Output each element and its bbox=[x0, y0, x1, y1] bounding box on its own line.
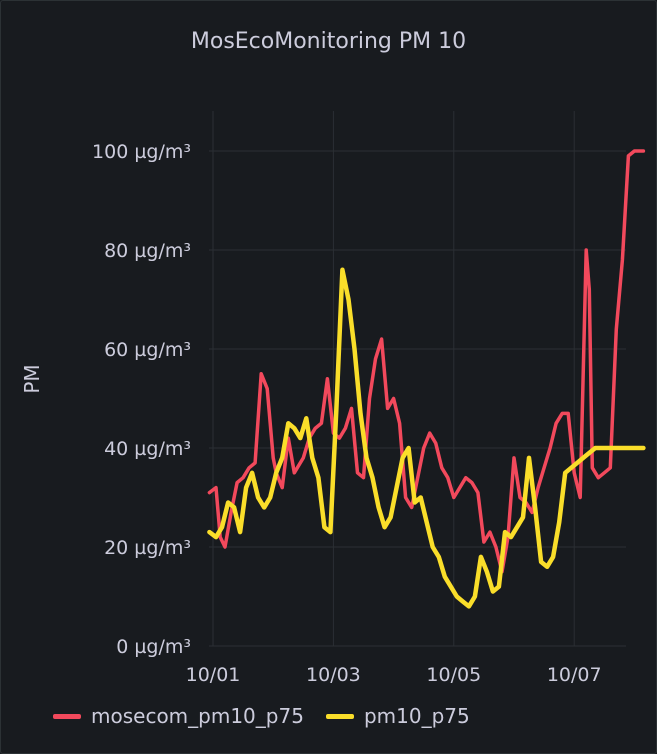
series-lines bbox=[207, 149, 646, 609]
legend-item-pm10[interactable]: pm10_p75 bbox=[325, 704, 470, 728]
x-tick-label: 10/03 bbox=[306, 664, 361, 686]
chart-svg: 0 µg/m³ 20 µg/m³ 40 µg/m³ 60 µg/m³ 80 µg/m³ 1… bbox=[20, 111, 646, 686]
legend-label: mosecom_pm10_p75 bbox=[91, 704, 304, 728]
legend-swatch-red bbox=[53, 713, 81, 719]
legend-swatch-yellow bbox=[325, 713, 354, 719]
y-axis-ticks: 0 µg/m³ 20 µg/m³ 40 µg/m³ 60 µg/m³ 80 µg/m³ 1… bbox=[92, 141, 191, 658]
x-tick-label: 10/07 bbox=[547, 664, 602, 686]
x-axis-ticks: 10/01 10/03 10/05 10/07 bbox=[186, 664, 602, 686]
legend: mosecom_pm10_p75 pm10_p75 bbox=[53, 704, 470, 728]
legend-item-mosecom[interactable]: mosecom_pm10_p75 bbox=[53, 704, 304, 728]
y-tick-label: 0 µg/m³ bbox=[116, 636, 191, 658]
y-tick-label: 40 µg/m³ bbox=[104, 438, 191, 460]
x-tick-label: 10/01 bbox=[186, 664, 241, 686]
y-axis-label: PM bbox=[20, 364, 44, 393]
series-line-pm10_p75 bbox=[207, 267, 646, 609]
legend-label: pm10_p75 bbox=[363, 704, 470, 728]
y-tick-label: 60 µg/m³ bbox=[104, 339, 191, 361]
panel-title: MosEcoMonitoring PM 10 bbox=[190, 29, 467, 54]
grid-lines bbox=[209, 111, 626, 647]
x-tick-label: 10/05 bbox=[426, 664, 481, 686]
series-line-mosecom_pm10_p75 bbox=[207, 149, 646, 574]
y-tick-label: 80 µg/m³ bbox=[104, 240, 191, 262]
y-tick-label: 100 µg/m³ bbox=[92, 141, 191, 163]
y-tick-label: 20 µg/m³ bbox=[104, 537, 191, 559]
